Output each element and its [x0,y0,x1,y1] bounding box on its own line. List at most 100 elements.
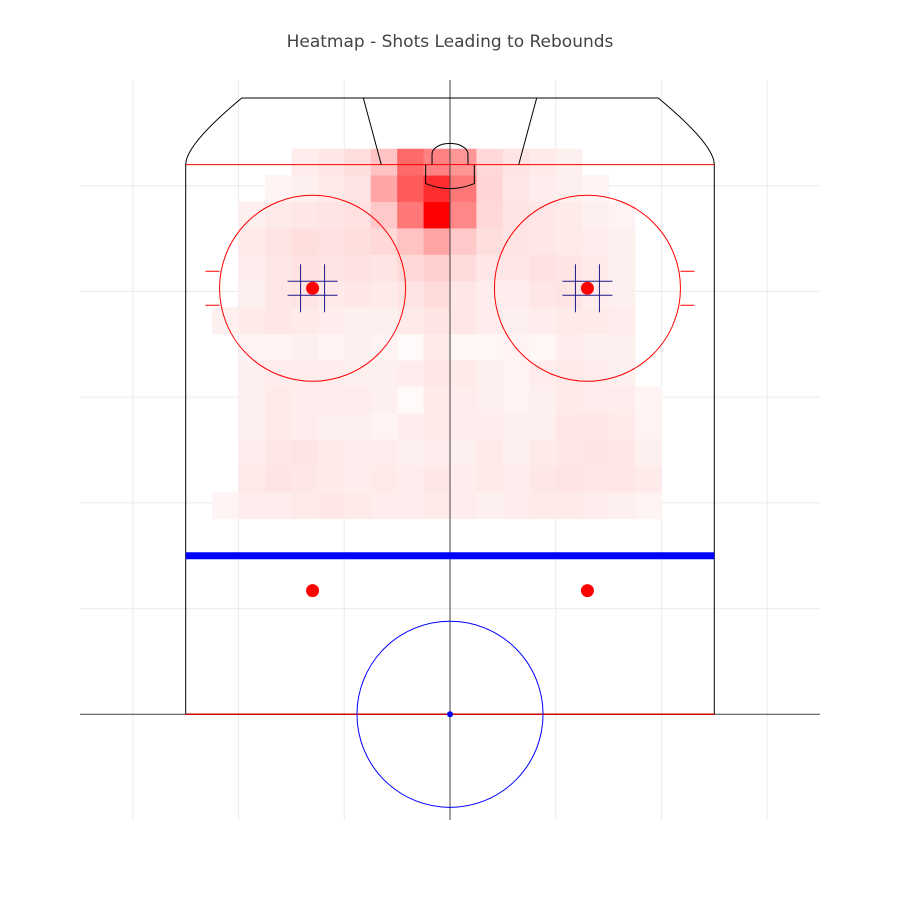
heatmap-cell [556,439,583,466]
heatmap-cell [582,492,609,519]
heatmap-cell [503,281,530,308]
heatmap-cell [371,149,398,176]
heatmap-cell [424,360,451,387]
heatmap-cell [265,334,292,361]
heatmap-cell [371,387,398,414]
heatmap-cell [635,466,662,493]
heatmap-cell [609,307,636,334]
heatmap-cell [424,149,451,176]
heatmap-cell [529,387,556,414]
heatmap-cell [503,492,530,519]
heatmap-cell [291,360,318,387]
heatmap-cell [556,202,583,229]
faceoff-dot [306,282,319,295]
heatmap-cell [582,254,609,281]
heatmap-cell [635,387,662,414]
heatmap-cell [529,228,556,255]
heatmap-cell [291,492,318,519]
heatmap-cell [397,439,424,466]
heatmap-cell [424,307,451,334]
heatmap-cell [503,334,530,361]
heatmap-cell [424,466,451,493]
heatmap-cell [344,387,371,414]
heatmap-cell [265,254,292,281]
heatmap-cell [503,149,530,176]
heatmap-cell [424,334,451,361]
heatmap-cell [239,387,266,414]
heatmap-cell [344,413,371,440]
heatmap-cell [291,334,318,361]
heatmap-cell [344,175,371,202]
heatmap-cell [344,439,371,466]
heatmap-cell [503,466,530,493]
heatmap-cell [318,492,345,519]
heatmap-cell [397,175,424,202]
center-dot [447,711,453,717]
heatmap-cell [635,439,662,466]
heatmap-cell [476,413,503,440]
heatmap-cell [450,439,477,466]
heatmap-cell [609,360,636,387]
heatmap-cell [450,466,477,493]
heatmap-cell [529,202,556,229]
heatmap-cell [450,202,477,229]
heatmap-cell [476,334,503,361]
heatmap-cell [291,175,318,202]
heatmap-cell [397,492,424,519]
heatmap-cell [450,281,477,308]
heatmap-cell [582,413,609,440]
heatmap-cell [239,281,266,308]
heatmap-cell [239,202,266,229]
heatmap-cell [582,360,609,387]
heatmap-cell [371,281,398,308]
heatmap-cell [529,413,556,440]
heatmap-cell [424,228,451,255]
heatmap-cell [371,439,398,466]
heatmap-cell [239,413,266,440]
heatmap-cell [582,466,609,493]
heatmap-cell [609,492,636,519]
heatmap-cell [265,413,292,440]
heatmap-cell [397,228,424,255]
heatmap-cell [529,281,556,308]
heatmap-cell [265,281,292,308]
heatmap-cell [318,466,345,493]
heatmap-cell [265,439,292,466]
heatmap-cell [371,466,398,493]
heatmap-cell [424,254,451,281]
heatmap-cell [556,281,583,308]
heatmap-cell [318,413,345,440]
heatmap-cell [424,439,451,466]
heatmap-cell [318,149,345,176]
heatmap-cell [635,413,662,440]
heatmap-cell [476,466,503,493]
heatmap-cell [609,334,636,361]
heatmap-cell [291,439,318,466]
heatmap-cell [529,439,556,466]
heatmap-cell [344,149,371,176]
heatmap-cell [291,413,318,440]
heatmap-cell [318,281,345,308]
heatmap-cell [529,175,556,202]
heatmap-cell [265,492,292,519]
heatmap-cell [397,281,424,308]
heatmap-cell [239,334,266,361]
heatmap-cell [476,307,503,334]
heatmap-cell [582,228,609,255]
heatmap-cell [318,202,345,229]
heatmap-cell [609,466,636,493]
heatmap-cell [609,228,636,255]
heatmap-cell [450,254,477,281]
heatmap-cell [529,334,556,361]
faceoff-dot [306,584,319,597]
heatmap-cell [556,360,583,387]
heatmap-cell [371,360,398,387]
heatmap-cell [450,307,477,334]
heatmap-cell [265,175,292,202]
heatmap-cell [450,413,477,440]
heatmap-cell [344,492,371,519]
heatmap-cell [503,175,530,202]
faceoff-dot [581,282,594,295]
heatmap-cell [212,492,239,519]
heatmap-cell [476,149,503,176]
